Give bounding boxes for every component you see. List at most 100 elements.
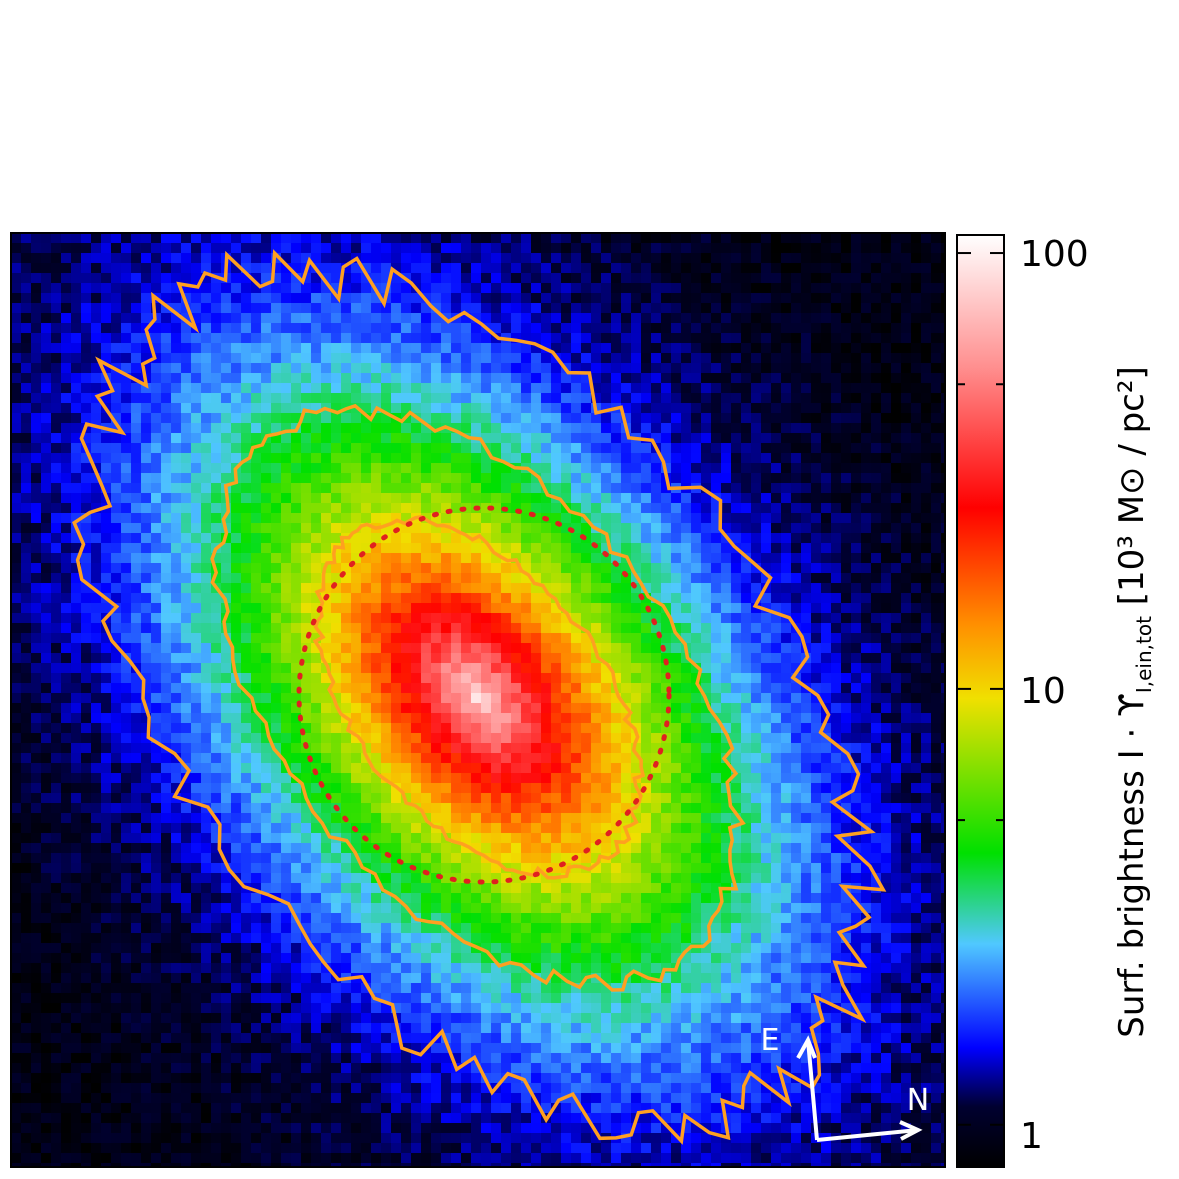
heatmap-cell — [231, 833, 241, 843]
heatmap-cell — [61, 843, 71, 853]
heatmap-cell — [61, 1013, 71, 1023]
heatmap-cell — [531, 663, 541, 673]
heatmap-cell — [451, 573, 461, 583]
heatmap-cell — [331, 1023, 341, 1033]
heatmap-cell — [251, 363, 261, 373]
heatmap-cell — [141, 523, 151, 533]
heatmap-cell — [501, 1163, 511, 1167]
heatmap-cell — [511, 1153, 521, 1163]
heatmap-cell — [151, 883, 161, 893]
heatmap-cell — [351, 413, 361, 423]
heatmap-cell — [71, 303, 81, 313]
heatmap-cell — [391, 693, 401, 703]
heatmap-cell — [471, 603, 481, 613]
heatmap-cell — [331, 343, 341, 353]
heatmap-cell — [421, 1073, 431, 1083]
heatmap-cell — [201, 1093, 211, 1103]
heatmap-cell — [21, 753, 31, 763]
heatmap-cell — [171, 813, 181, 823]
heatmap-cell — [251, 853, 261, 863]
heatmap-cell — [231, 513, 241, 523]
heatmap-cell — [511, 993, 521, 1003]
heatmap-cell — [311, 443, 321, 453]
heatmap-cell — [171, 1083, 181, 1093]
heatmap-cell — [531, 933, 541, 943]
heatmap-cell — [271, 773, 281, 783]
heatmap-cell — [411, 663, 421, 673]
heatmap-cell — [271, 903, 281, 913]
heatmap-cell — [351, 453, 361, 463]
heatmap-cell — [521, 883, 531, 893]
heatmap-cell — [341, 663, 351, 673]
heatmap-cell — [41, 763, 51, 773]
heatmap-cell — [451, 963, 461, 973]
heatmap-cell — [51, 273, 61, 283]
heatmap-cell — [141, 313, 151, 323]
heatmap-cell — [31, 1153, 41, 1163]
heatmap-cell — [521, 243, 531, 253]
heatmap-cell — [361, 713, 371, 723]
heatmap-cell — [31, 383, 41, 393]
heatmap-cell — [101, 1023, 111, 1033]
heatmap-cell — [271, 763, 281, 773]
heatmap-cell — [31, 393, 41, 403]
heatmap-cell — [51, 943, 61, 953]
heatmap-cell — [101, 963, 111, 973]
heatmap-cell — [231, 933, 241, 943]
heatmap-cell — [251, 903, 261, 913]
heatmap-cell — [211, 683, 221, 693]
heatmap-cell — [71, 923, 81, 933]
heatmap-cell — [71, 753, 81, 763]
heatmap-cell — [421, 663, 431, 673]
heatmap-cell — [111, 1153, 121, 1163]
heatmap-cell — [461, 733, 471, 743]
heatmap-cell — [351, 353, 361, 363]
heatmap-cell — [121, 793, 131, 803]
heatmap-cell — [211, 733, 221, 743]
heatmap-cell — [261, 933, 271, 943]
heatmap-cell — [331, 483, 341, 493]
heatmap-cell — [51, 433, 61, 443]
heatmap-cell — [321, 1093, 331, 1103]
heatmap-cell — [381, 363, 391, 373]
heatmap-cell — [241, 863, 251, 873]
heatmap-cell — [311, 1073, 321, 1083]
heatmap-cell — [441, 393, 451, 403]
heatmap-cell — [201, 963, 211, 973]
heatmap-cell — [421, 603, 431, 613]
heatmap-cell — [121, 1073, 131, 1083]
heatmap-cell — [321, 633, 331, 643]
heatmap-cell — [451, 733, 461, 743]
heatmap-cell — [201, 973, 211, 983]
heatmap-cell — [441, 643, 451, 653]
heatmap-cell — [391, 633, 401, 643]
heatmap-cell — [281, 873, 291, 883]
heatmap-cell — [361, 543, 371, 553]
heatmap-cell — [221, 923, 231, 933]
heatmap-cell — [411, 1003, 421, 1013]
heatmap-cell — [281, 713, 291, 723]
heatmap-cell — [351, 243, 361, 253]
heatmap-cell — [121, 823, 131, 833]
heatmap-cell — [331, 243, 341, 253]
heatmap-cell — [11, 813, 21, 823]
heatmap-cell — [161, 1133, 171, 1143]
heatmap-cell — [281, 343, 291, 353]
heatmap-cell — [281, 1113, 291, 1123]
heatmap-cell — [401, 283, 411, 293]
heatmap-cell — [531, 773, 541, 783]
heatmap-cell — [491, 773, 501, 783]
heatmap-cell — [191, 843, 201, 853]
heatmap-cell — [531, 273, 541, 283]
heatmap-cell — [31, 893, 41, 903]
heatmap-cell — [111, 663, 121, 673]
heatmap-cell — [41, 663, 51, 673]
heatmap-cell — [311, 433, 321, 443]
heatmap-cell — [71, 893, 81, 903]
heatmap-cell — [501, 1063, 511, 1073]
heatmap-cell — [31, 1103, 41, 1113]
heatmap-cell — [181, 803, 191, 813]
heatmap-cell — [481, 593, 491, 603]
heatmap-cell — [131, 1013, 141, 1023]
heatmap-cell — [121, 623, 131, 633]
